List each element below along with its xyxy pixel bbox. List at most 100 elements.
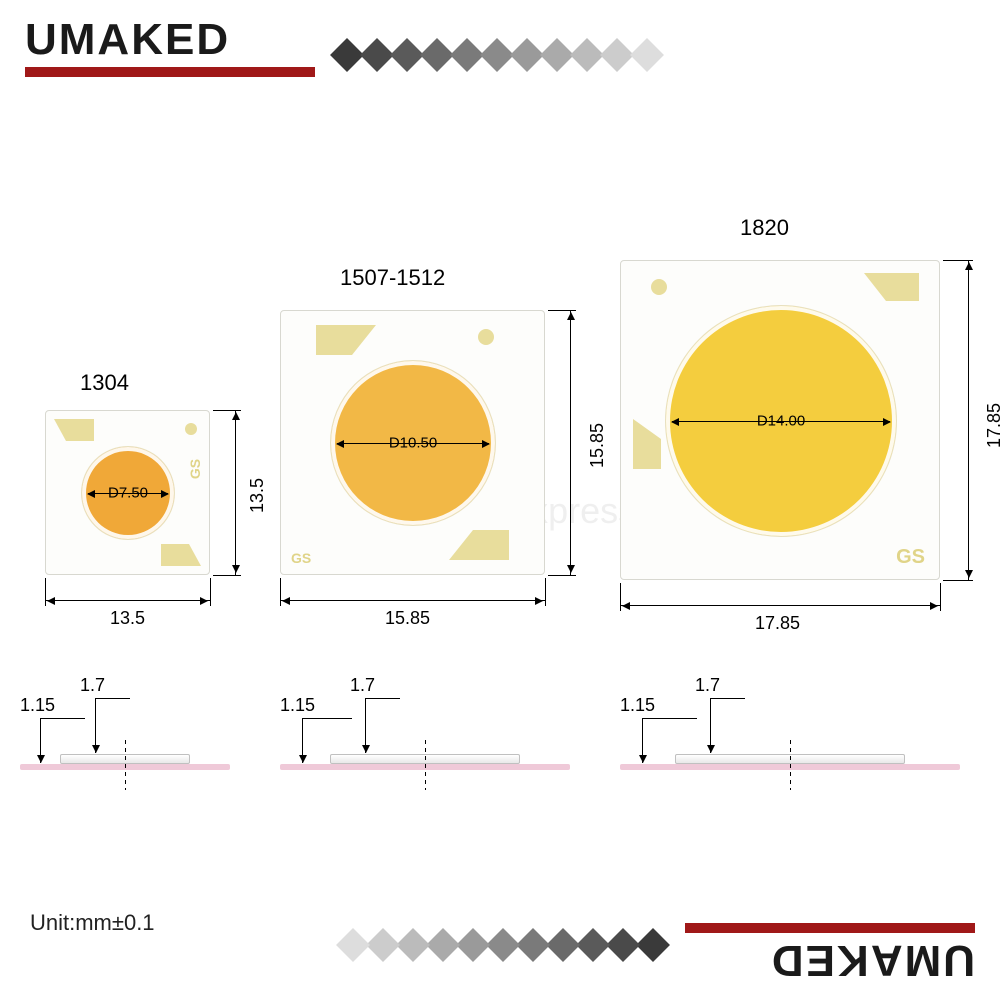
- arrow-icon: [232, 412, 240, 420]
- contact-pad: [449, 530, 509, 560]
- height-label: 13.5: [247, 478, 268, 513]
- arrow-icon: [965, 262, 973, 270]
- extension-line: [943, 580, 973, 581]
- mark-dot: [651, 279, 667, 295]
- diamond-icon: [456, 928, 490, 962]
- extension-line: [545, 578, 546, 606]
- extension-line: [620, 583, 621, 611]
- chip-body: GS D10.50: [280, 310, 545, 575]
- thickness-1-label: 1.15: [620, 695, 655, 716]
- diamond-icon: [336, 928, 370, 962]
- center-line: [425, 740, 426, 790]
- led-emitter: D14.00: [666, 306, 896, 536]
- extension-line: [940, 583, 941, 611]
- led-emitter: D10.50: [331, 361, 495, 525]
- chip-body: GS D7.50: [45, 410, 210, 575]
- thickness-2-label: 1.7: [695, 675, 720, 696]
- arrow-icon: [47, 597, 55, 605]
- arrow-icon: [639, 755, 647, 763]
- header: UMAKED: [25, 15, 975, 75]
- height-label: 15.85: [587, 423, 608, 468]
- chip-1820: 1820 GS D14.00 17.85 17.85: [620, 260, 940, 580]
- red-accent-bar: [685, 923, 975, 933]
- arrow-icon: [200, 597, 208, 605]
- gs-mark: GS: [187, 459, 203, 479]
- leader-line: [40, 718, 85, 719]
- contact-pad: [633, 419, 661, 469]
- leader-line: [642, 718, 697, 719]
- arrow-icon: [930, 602, 938, 610]
- arrow-icon: [282, 597, 290, 605]
- dimension-line: [620, 605, 940, 606]
- gs-mark: GS: [896, 546, 925, 569]
- extension-line: [280, 578, 281, 606]
- diamond-decoration: [335, 43, 659, 67]
- arrow-icon: [535, 597, 543, 605]
- chip-title: 1820: [740, 215, 789, 241]
- diamond-icon: [546, 928, 580, 962]
- width-label: 17.85: [755, 613, 800, 634]
- center-line: [790, 740, 791, 790]
- chip-title: 1304: [80, 370, 129, 396]
- arrow-icon: [622, 602, 630, 610]
- mark-dot: [185, 423, 197, 435]
- footer: UMAKED: [25, 925, 975, 985]
- arrow-icon: [232, 565, 240, 573]
- thickness-2-label: 1.7: [350, 675, 375, 696]
- diamond-icon: [570, 38, 604, 72]
- arrow-icon: [37, 755, 45, 763]
- diamond-icon: [576, 928, 610, 962]
- contact-pad: [316, 325, 376, 355]
- arrow-icon: [567, 565, 575, 573]
- diamond-icon: [480, 38, 514, 72]
- diamond-icon: [516, 928, 550, 962]
- width-label: 15.85: [385, 608, 430, 629]
- diamond-icon: [396, 928, 430, 962]
- arrow-icon: [707, 745, 715, 753]
- extension-line: [548, 575, 576, 576]
- red-accent-bar: [25, 67, 315, 77]
- dimension-line: [280, 600, 545, 601]
- diameter-label: D14.00: [757, 413, 805, 430]
- diamond-icon: [630, 38, 664, 72]
- leader-line: [365, 698, 400, 699]
- height-label: 17.85: [984, 403, 1000, 448]
- thickness-1-label: 1.15: [280, 695, 315, 716]
- arrow-icon: [567, 312, 575, 320]
- diamond-icon: [450, 38, 484, 72]
- contact-pad: [161, 544, 201, 566]
- arrow-icon: [965, 570, 973, 578]
- chip-1507-1512: 1507-1512 GS D10.50 15.85 15.85: [280, 310, 545, 575]
- chip-title: 1507-1512: [340, 265, 445, 291]
- leader-line: [95, 698, 130, 699]
- diamond-decoration: [341, 933, 665, 957]
- dimension-line: [235, 410, 236, 575]
- dimension-line: [45, 600, 210, 601]
- arrow-icon: [362, 745, 370, 753]
- diamond-icon: [390, 38, 424, 72]
- diamond-icon: [366, 928, 400, 962]
- diamond-icon: [486, 928, 520, 962]
- diameter-label: D7.50: [108, 485, 148, 502]
- width-label: 13.5: [110, 608, 145, 629]
- dimension-line: [968, 260, 969, 580]
- extension-line: [45, 578, 46, 606]
- led-emitter: D7.50: [82, 447, 174, 539]
- extension-line: [548, 310, 576, 311]
- diamond-icon: [360, 38, 394, 72]
- dimension-line: [570, 310, 571, 575]
- diamond-icon: [600, 38, 634, 72]
- extension-line: [210, 578, 211, 606]
- diameter-label: D10.50: [389, 435, 437, 452]
- mark-dot: [478, 329, 494, 345]
- arrow-icon: [92, 745, 100, 753]
- extension-line: [213, 410, 241, 411]
- diamond-icon: [420, 38, 454, 72]
- chip-body: GS D14.00: [620, 260, 940, 580]
- contact-pad: [864, 273, 919, 301]
- contact-pad: [54, 419, 94, 441]
- leader-line: [302, 718, 352, 719]
- diamond-icon: [636, 928, 670, 962]
- leader-line: [710, 698, 745, 699]
- arrow-icon: [299, 755, 307, 763]
